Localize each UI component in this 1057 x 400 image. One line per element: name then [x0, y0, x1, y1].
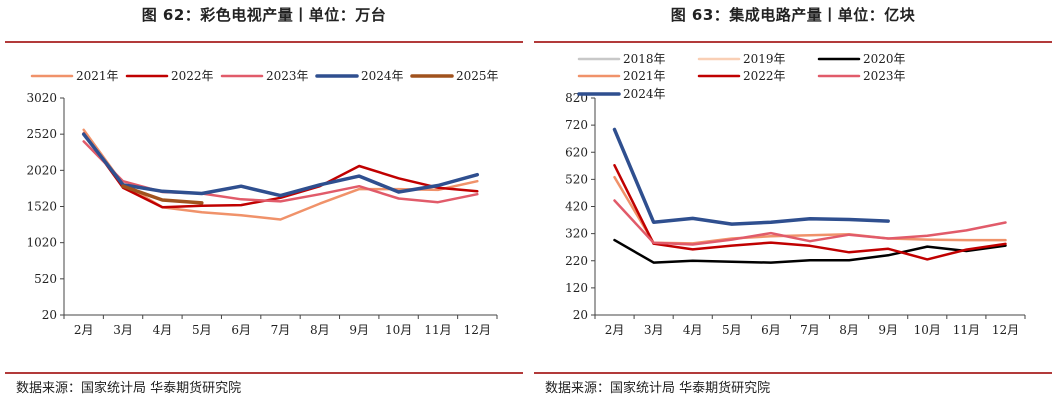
source-divider — [5, 372, 523, 374]
y-tick-label: 1020 — [26, 236, 57, 250]
legend-label: 2023年 — [863, 69, 906, 83]
chart-panel-tv-production: 图 62：彩色电视产量丨单位：万台 20 520 1020 1520 2020 2520 3… — [0, 0, 528, 400]
x-tick-label: 11月 — [953, 323, 980, 337]
chart-title: 图 62：彩色电视产量丨单位：万台 — [141, 6, 387, 24]
y-tick-label: 520 — [34, 272, 57, 286]
x-tick-label: 9月 — [349, 323, 369, 337]
x-tick-label: 4月 — [153, 323, 173, 337]
series-line-2023 — [613, 199, 1007, 246]
source-note: 数据来源：国家统计局 华泰期货研究院 — [545, 381, 771, 396]
y-tick-label: 220 — [565, 254, 588, 268]
tv-production-line-chart: 20 520 1020 1520 2020 2520 3020 2月 3月 4月 5月 6月 7月 8月 9… — [26, 69, 499, 337]
legend-label: 2021年 — [623, 69, 666, 83]
legend-label: 2024年 — [361, 69, 404, 83]
y-tick-label: 720 — [565, 118, 588, 132]
y-tick-label: 20 — [573, 308, 588, 322]
x-tick-label: 2月 — [74, 323, 94, 337]
legend-label: 2024年 — [623, 87, 666, 101]
x-tick-label: 7月 — [271, 323, 291, 337]
x-tick-label: 10月 — [385, 323, 412, 337]
x-tick-label: 8月 — [839, 323, 859, 337]
legend-label: 2023年 — [266, 69, 309, 83]
legend-label: 2020年 — [863, 52, 906, 66]
title-divider — [534, 41, 1052, 43]
y-tick-label: 420 — [565, 200, 588, 214]
legend-label: 2021年 — [76, 69, 119, 83]
x-tick-label: 8月 — [310, 323, 330, 337]
series-line-2025 — [121, 184, 204, 205]
legend-label: 2022年 — [171, 69, 214, 83]
series-line-2020 — [613, 238, 1007, 264]
x-tick-label: 3月 — [644, 323, 664, 337]
x-tick-label: 3月 — [113, 323, 133, 337]
y-tick-label: 3020 — [26, 91, 57, 105]
series-line-2022 — [613, 164, 1007, 261]
x-tick-label: 9月 — [878, 323, 898, 337]
y-tick-label: 620 — [565, 145, 588, 159]
x-tick-label: 12月 — [992, 323, 1019, 337]
series-line-2024 — [612, 127, 890, 226]
source-note: 数据来源：国家统计局 华泰期货研究院 — [16, 381, 242, 396]
series-line-2021 — [82, 128, 479, 221]
x-tick-label: 4月 — [683, 323, 703, 337]
y-tick-label: 2520 — [26, 127, 57, 141]
y-tick-label: 1520 — [26, 200, 57, 214]
x-tick-label: 2月 — [605, 323, 625, 337]
x-tick-label: 5月 — [192, 323, 212, 337]
x-tick-label: 7月 — [800, 323, 820, 337]
x-tick-label: 11月 — [424, 323, 451, 337]
chart-title: 图 63：集成电路产量丨单位：亿块 — [670, 6, 916, 24]
legend-label: 2022年 — [743, 69, 786, 83]
legend-label: 2019年 — [743, 52, 786, 66]
legend-label: 2018年 — [623, 52, 666, 66]
source-divider — [534, 372, 1052, 374]
x-tick-label: 5月 — [722, 323, 742, 337]
x-tick-label: 12月 — [464, 323, 491, 337]
y-tick-label: 2020 — [26, 163, 57, 177]
y-tick-label: 20 — [42, 308, 57, 322]
x-tick-label: 6月 — [231, 323, 251, 337]
x-tick-label: 6月 — [761, 323, 781, 337]
chart-panel-ic-production: 图 63：集成电路产量丨单位：亿块 20 120 220 320 420 520 620 72… — [529, 0, 1057, 400]
series-line-2024 — [81, 132, 480, 198]
legend-label: 2025年 — [456, 69, 499, 83]
title-divider — [5, 41, 523, 43]
x-tick-label: 10月 — [914, 323, 941, 337]
y-tick-label: 320 — [565, 227, 588, 241]
series-line-2022 — [82, 132, 479, 209]
y-tick-label: 520 — [565, 172, 588, 186]
y-tick-label: 120 — [565, 281, 588, 295]
